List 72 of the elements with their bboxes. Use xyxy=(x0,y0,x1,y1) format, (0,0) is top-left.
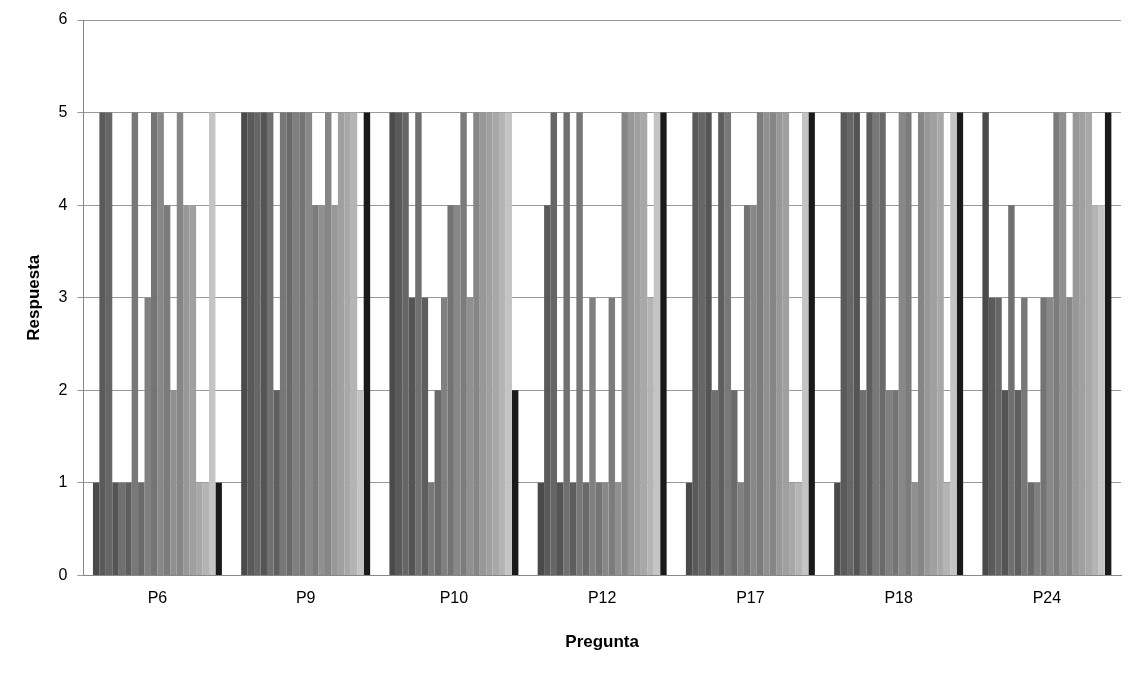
bar xyxy=(950,112,957,575)
y-axis-title: Respuesta xyxy=(23,254,43,341)
bar xyxy=(363,112,371,575)
bar xyxy=(279,112,287,575)
bar xyxy=(711,390,719,575)
bar xyxy=(286,112,293,575)
bar xyxy=(563,112,570,575)
bar xyxy=(273,390,280,575)
bar xyxy=(859,390,867,575)
bar xyxy=(389,112,396,575)
bar xyxy=(357,390,364,575)
x-tick-label: P18 xyxy=(884,589,913,607)
bar xyxy=(112,482,119,575)
bar xyxy=(569,482,577,575)
bar xyxy=(92,482,100,575)
bar xyxy=(537,482,545,575)
x-tick-label: P10 xyxy=(439,589,469,607)
bar xyxy=(866,112,873,575)
bar xyxy=(731,390,738,575)
bar xyxy=(434,390,442,575)
bar xyxy=(215,482,222,575)
x-axis-title: Pregunta xyxy=(565,632,640,652)
bar xyxy=(801,112,809,575)
x-tick-label: P17 xyxy=(736,589,765,607)
x-tick-label: P12 xyxy=(587,589,617,607)
x-tick-label: P24 xyxy=(1032,589,1062,607)
bar xyxy=(125,482,132,575)
bar xyxy=(415,112,422,575)
bar xyxy=(853,112,860,575)
bar xyxy=(408,297,416,575)
bar xyxy=(421,297,429,575)
bar xyxy=(685,482,693,575)
y-tick-label: 3 xyxy=(58,288,68,306)
bar xyxy=(982,112,989,575)
bar xyxy=(209,112,216,575)
y-tick-label: 5 xyxy=(58,102,68,120)
bar xyxy=(260,112,267,575)
bar xyxy=(872,112,880,575)
bar xyxy=(1001,390,1009,575)
y-tick-label: 2 xyxy=(58,380,68,398)
bar xyxy=(879,112,886,575)
bar xyxy=(1021,297,1028,575)
x-tick-label: P6 xyxy=(147,589,168,607)
y-tick-label: 4 xyxy=(58,195,68,213)
bar xyxy=(118,482,126,575)
bar xyxy=(1098,205,1105,575)
bar xyxy=(724,112,732,575)
bar xyxy=(660,112,667,575)
bar xyxy=(582,482,590,575)
bar xyxy=(511,390,519,575)
bar xyxy=(557,482,564,575)
bar xyxy=(718,112,725,575)
bar xyxy=(131,112,139,575)
bar xyxy=(138,482,145,575)
bar xyxy=(428,482,435,575)
bar xyxy=(266,112,274,575)
bar xyxy=(1014,390,1022,575)
bar xyxy=(808,112,815,575)
bar xyxy=(505,112,512,575)
x-tick-label: P9 xyxy=(295,589,316,607)
bar xyxy=(241,112,248,575)
y-tick-label: 0 xyxy=(58,565,68,583)
y-tick-label: 1 xyxy=(58,473,68,491)
bar xyxy=(1104,112,1112,575)
bar xyxy=(1008,205,1015,575)
bar xyxy=(834,482,841,575)
bar xyxy=(705,112,712,575)
bar xyxy=(956,112,964,575)
y-tick-label: 6 xyxy=(58,10,68,28)
bar xyxy=(653,112,661,575)
bar xyxy=(1027,482,1034,575)
bar xyxy=(576,112,583,575)
